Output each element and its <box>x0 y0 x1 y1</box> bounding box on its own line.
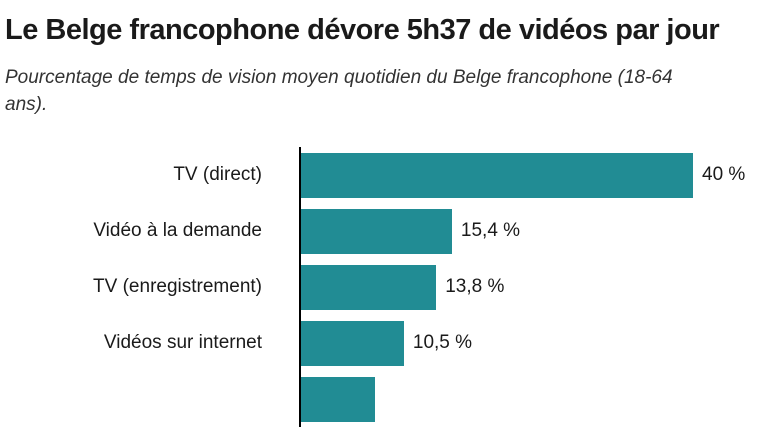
value-label: 40 % <box>702 164 746 185</box>
category-label: TV (enregistrement) <box>93 275 262 297</box>
value-label: 15,4 % <box>460 220 521 241</box>
chart-title: Le Belge francophone dévore 5h37 de vidé… <box>5 14 720 46</box>
chart-subtitle: Pourcentage de temps de vision moyen quo… <box>5 67 673 115</box>
bar <box>301 376 376 422</box>
bar-row-partial <box>5 371 760 427</box>
bar-track: 10,5 % <box>299 315 472 371</box>
bar-track: 15,4 % <box>299 203 520 259</box>
bar <box>301 208 452 254</box>
bar-row-tv-direct: TV (direct) 40 % <box>5 147 760 203</box>
bar-track: 40 % <box>299 147 745 203</box>
bar-track: 13,8 % <box>299 259 504 315</box>
category-label: Vidéos sur internet <box>103 331 262 353</box>
bar-chart: TV (direct) 40 % Vidéo à la demande 15,4… <box>5 147 760 427</box>
bar <box>301 264 437 310</box>
bar <box>301 152 693 198</box>
bar-row-videos-internet: Vidéos sur internet 10,5 % <box>5 315 760 371</box>
bar-row-vod: Vidéo à la demande 15,4 % <box>5 203 760 259</box>
bar-row-tv-enregistrement: TV (enregistrement) 13,8 % <box>5 259 760 315</box>
category-label: TV (direct) <box>173 163 262 185</box>
category-label: Vidéo à la demande <box>93 219 262 241</box>
value-label: 10,5 % <box>412 332 473 353</box>
value-label: 13,8 % <box>445 276 505 297</box>
bar <box>301 320 404 366</box>
bar-track <box>299 371 384 427</box>
